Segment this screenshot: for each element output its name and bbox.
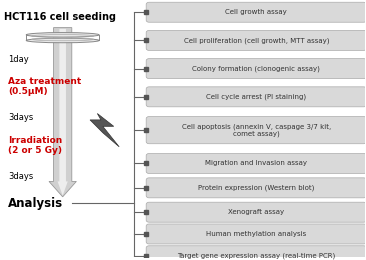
Text: Irradiation
(2 or 5 Gy): Irradiation (2 or 5 Gy)	[8, 136, 62, 155]
Text: Cell proliferation (cell growth, MTT assay): Cell proliferation (cell growth, MTT ass…	[183, 37, 329, 44]
FancyBboxPatch shape	[146, 87, 366, 107]
Text: Aza treatment
(0.5μM): Aza treatment (0.5μM)	[8, 77, 81, 96]
Text: 3days: 3days	[8, 113, 33, 122]
Text: HCT116 cell seeding: HCT116 cell seeding	[4, 12, 116, 22]
Text: Xenograft assay: Xenograft assay	[228, 209, 284, 215]
Text: Migration and Invasion assay: Migration and Invasion assay	[205, 160, 307, 166]
Text: Colony formation (clonogenic assay): Colony formation (clonogenic assay)	[193, 65, 320, 72]
FancyBboxPatch shape	[146, 178, 366, 198]
Text: Protein expression (Western blot): Protein expression (Western blot)	[198, 185, 314, 191]
Text: Cell apoptosis (annexin V, caspage 3/7 kit,
comet assay): Cell apoptosis (annexin V, caspage 3/7 k…	[182, 123, 331, 137]
Text: Analysis: Analysis	[8, 197, 63, 210]
FancyBboxPatch shape	[146, 202, 366, 222]
FancyBboxPatch shape	[146, 59, 366, 79]
FancyBboxPatch shape	[146, 224, 366, 244]
Text: 3days: 3days	[8, 172, 33, 181]
FancyBboxPatch shape	[146, 30, 366, 50]
FancyBboxPatch shape	[146, 246, 366, 260]
Text: Cell cycle arrest (PI staining): Cell cycle arrest (PI staining)	[206, 94, 306, 100]
Text: Target gene expression assay (real-time PCR): Target gene expression assay (real-time …	[177, 252, 335, 259]
Ellipse shape	[26, 38, 99, 43]
FancyBboxPatch shape	[146, 153, 366, 173]
FancyBboxPatch shape	[146, 116, 366, 144]
FancyArrow shape	[49, 28, 76, 197]
Ellipse shape	[26, 32, 99, 37]
FancyArrow shape	[57, 29, 68, 196]
Text: Human methylation analysis: Human methylation analysis	[206, 231, 306, 237]
Polygon shape	[90, 114, 119, 147]
Text: Cell growth assay: Cell growth assay	[225, 9, 287, 15]
Text: 1day: 1day	[8, 55, 29, 64]
FancyBboxPatch shape	[146, 2, 366, 22]
